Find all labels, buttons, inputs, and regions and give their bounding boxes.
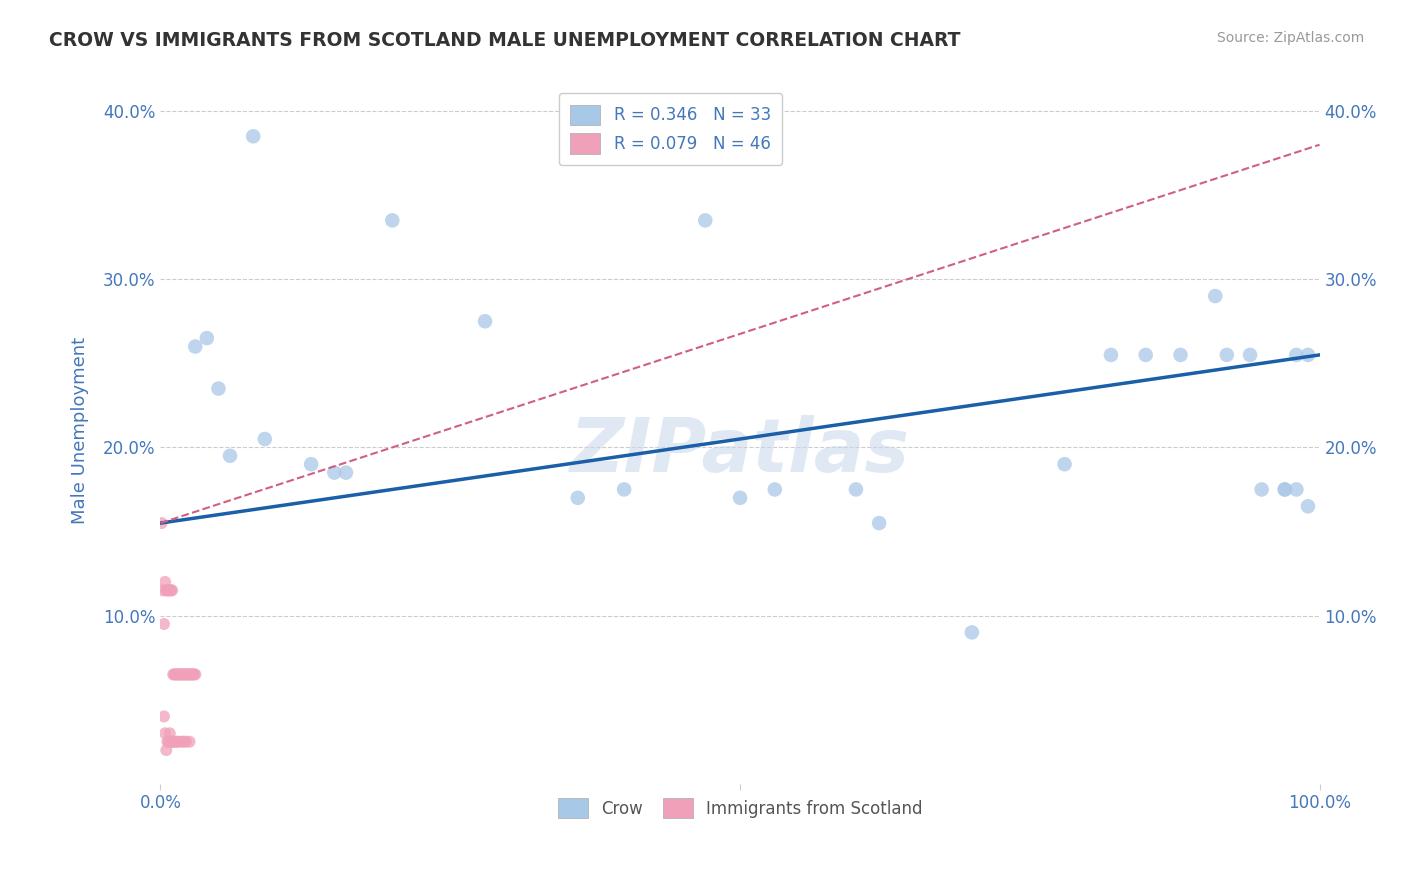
Point bbox=[160, 583, 183, 598]
Point bbox=[169, 667, 191, 681]
Point bbox=[167, 667, 190, 681]
Point bbox=[1170, 348, 1192, 362]
Point bbox=[219, 449, 242, 463]
Point bbox=[156, 734, 179, 748]
Point bbox=[170, 667, 193, 681]
Point bbox=[170, 734, 193, 748]
Point bbox=[157, 583, 180, 598]
Point bbox=[1239, 348, 1261, 362]
Point bbox=[153, 574, 176, 589]
Point bbox=[177, 667, 200, 681]
Point bbox=[155, 743, 177, 757]
Point bbox=[173, 667, 195, 681]
Point bbox=[162, 667, 184, 681]
Point bbox=[159, 583, 181, 598]
Point bbox=[181, 667, 204, 681]
Y-axis label: Male Unemployment: Male Unemployment bbox=[72, 337, 89, 524]
Point bbox=[150, 516, 173, 530]
Point bbox=[155, 583, 177, 598]
Point bbox=[1285, 348, 1308, 362]
Point bbox=[156, 583, 179, 598]
Point bbox=[163, 734, 186, 748]
Point bbox=[299, 457, 322, 471]
Point bbox=[162, 734, 184, 748]
Point bbox=[567, 491, 589, 505]
Point bbox=[179, 734, 201, 748]
Point bbox=[174, 667, 197, 681]
Point bbox=[174, 734, 197, 748]
Point bbox=[167, 667, 190, 681]
Point bbox=[763, 483, 786, 497]
Point bbox=[474, 314, 496, 328]
Point bbox=[1285, 483, 1308, 497]
Point bbox=[1053, 457, 1076, 471]
Point bbox=[728, 491, 751, 505]
Point bbox=[253, 432, 276, 446]
Point bbox=[172, 667, 194, 681]
Point bbox=[160, 734, 183, 748]
Legend: Crow, Immigrants from Scotland: Crow, Immigrants from Scotland bbox=[551, 791, 929, 825]
Point bbox=[381, 213, 404, 227]
Point bbox=[153, 617, 176, 632]
Point bbox=[1296, 348, 1319, 362]
Point bbox=[1204, 289, 1226, 303]
Point bbox=[1250, 483, 1272, 497]
Point bbox=[195, 331, 218, 345]
Point bbox=[167, 734, 190, 748]
Point bbox=[152, 583, 174, 598]
Point bbox=[183, 667, 205, 681]
Point bbox=[868, 516, 890, 530]
Point bbox=[184, 667, 207, 681]
Point bbox=[613, 483, 636, 497]
Point bbox=[166, 734, 188, 748]
Text: Source: ZipAtlas.com: Source: ZipAtlas.com bbox=[1216, 31, 1364, 45]
Point bbox=[207, 382, 229, 396]
Point bbox=[166, 667, 188, 681]
Point bbox=[176, 667, 198, 681]
Text: CROW VS IMMIGRANTS FROM SCOTLAND MALE UNEMPLOYMENT CORRELATION CHART: CROW VS IMMIGRANTS FROM SCOTLAND MALE UN… bbox=[49, 31, 960, 50]
Point bbox=[695, 213, 717, 227]
Point bbox=[153, 726, 176, 740]
Point bbox=[163, 667, 186, 681]
Point bbox=[1274, 483, 1296, 497]
Point bbox=[180, 667, 202, 681]
Point bbox=[159, 726, 181, 740]
Point bbox=[1296, 500, 1319, 514]
Point bbox=[179, 667, 201, 681]
Point bbox=[1216, 348, 1239, 362]
Point bbox=[180, 667, 202, 681]
Point bbox=[323, 466, 346, 480]
Point bbox=[960, 625, 983, 640]
Point bbox=[153, 709, 176, 723]
Point bbox=[184, 339, 207, 353]
Point bbox=[173, 734, 195, 748]
Point bbox=[1099, 348, 1122, 362]
Text: ZIPatlas: ZIPatlas bbox=[569, 416, 910, 488]
Point bbox=[157, 734, 180, 748]
Point bbox=[160, 583, 183, 598]
Point bbox=[173, 667, 195, 681]
Point bbox=[242, 129, 264, 144]
Point bbox=[165, 667, 187, 681]
Point bbox=[160, 734, 183, 748]
Point bbox=[335, 466, 357, 480]
Point bbox=[1274, 483, 1296, 497]
Point bbox=[1135, 348, 1157, 362]
Point bbox=[845, 483, 868, 497]
